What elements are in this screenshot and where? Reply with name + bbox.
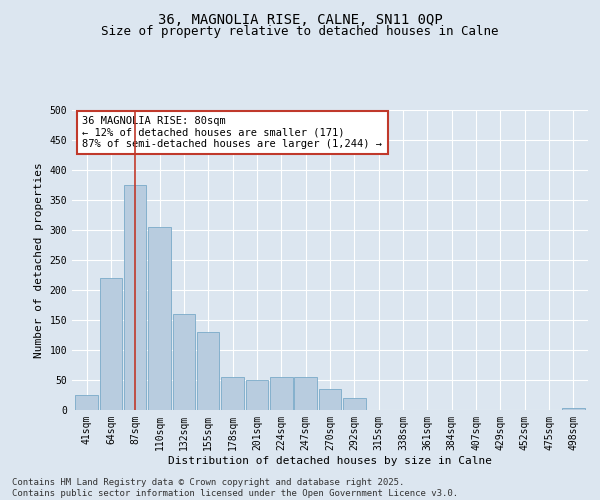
Bar — [343, 398, 365, 410]
Bar — [221, 377, 244, 410]
Bar — [319, 389, 341, 410]
X-axis label: Distribution of detached houses by size in Calne: Distribution of detached houses by size … — [168, 456, 492, 466]
Text: 36 MAGNOLIA RISE: 80sqm
← 12% of detached houses are smaller (171)
87% of semi-d: 36 MAGNOLIA RISE: 80sqm ← 12% of detache… — [82, 116, 382, 149]
Bar — [124, 185, 146, 410]
Bar — [173, 314, 195, 410]
Text: 36, MAGNOLIA RISE, CALNE, SN11 0QP: 36, MAGNOLIA RISE, CALNE, SN11 0QP — [158, 12, 442, 26]
Text: Contains HM Land Registry data © Crown copyright and database right 2025.
Contai: Contains HM Land Registry data © Crown c… — [12, 478, 458, 498]
Text: Size of property relative to detached houses in Calne: Size of property relative to detached ho… — [101, 25, 499, 38]
Y-axis label: Number of detached properties: Number of detached properties — [34, 162, 44, 358]
Bar — [197, 332, 220, 410]
Bar — [148, 227, 171, 410]
Bar — [100, 278, 122, 410]
Bar — [270, 377, 293, 410]
Bar — [246, 380, 268, 410]
Bar — [562, 408, 584, 410]
Bar — [295, 377, 317, 410]
Bar — [76, 395, 98, 410]
